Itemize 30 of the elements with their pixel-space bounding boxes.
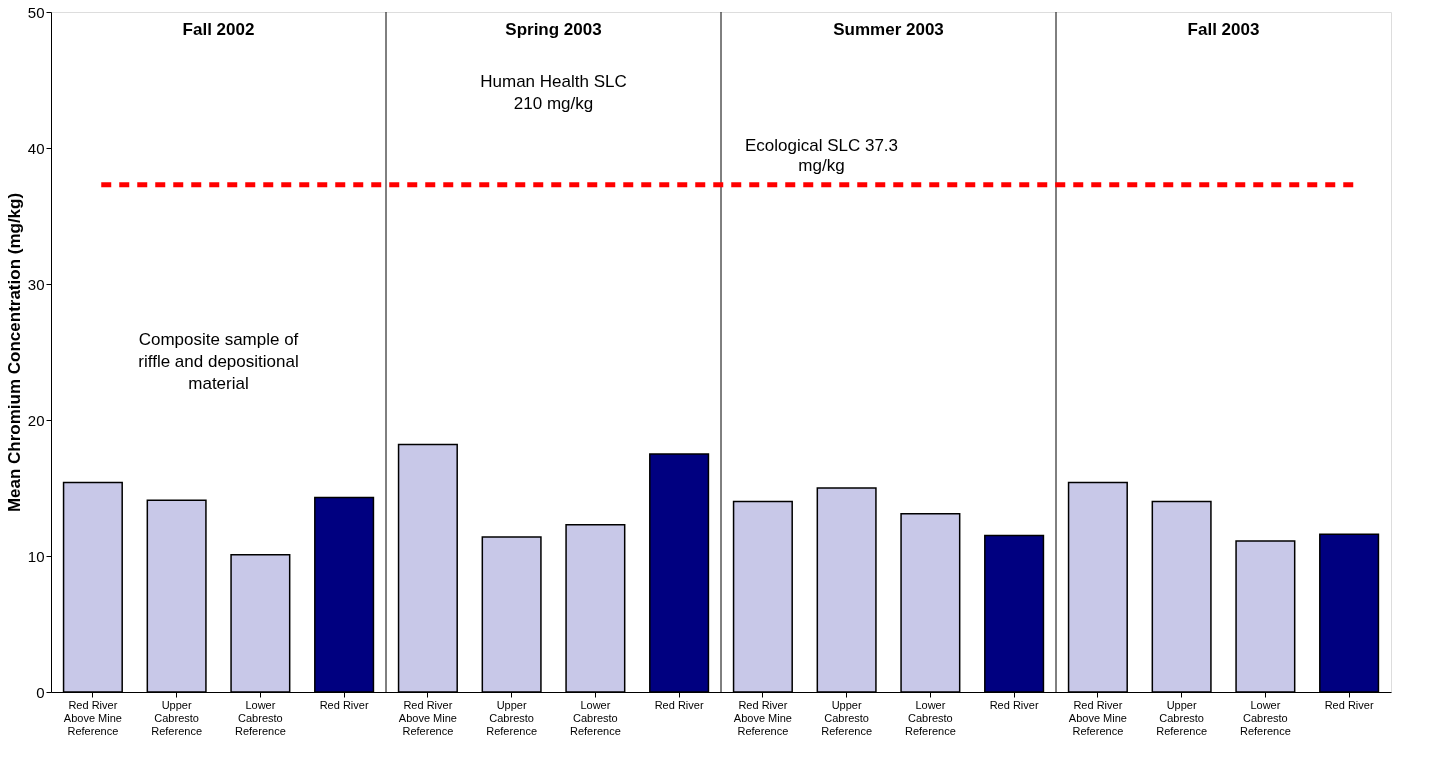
x-tick-label: Red River xyxy=(989,698,1039,711)
x-tick-label: Lower Cabresto Reference xyxy=(234,698,286,737)
x-tick-label: Red River xyxy=(319,698,369,711)
y-tick-label: 50 xyxy=(27,3,45,21)
x-tick-label: Upper Cabresto Reference xyxy=(1156,698,1208,737)
x-tick-label: Red River Above Mine Reference xyxy=(398,698,457,737)
annotation: Fall 2002 xyxy=(182,20,255,39)
x-tick-label: Upper Cabresto Reference xyxy=(486,698,538,737)
x-tick-label: Red River Above Mine Reference xyxy=(1068,698,1127,737)
annotation: Human Health SLC 210 mg/kg xyxy=(480,72,627,113)
x-tick-label: Upper Cabresto Reference xyxy=(151,698,203,737)
x-tick-label: Red River Above Mine Reference xyxy=(733,698,792,737)
y-tick-label: 0 xyxy=(36,683,45,701)
y-tick-label: 10 xyxy=(27,547,45,565)
y-tick-label: 40 xyxy=(27,139,45,157)
x-tick-label: Lower Cabresto Reference xyxy=(1239,698,1291,737)
annotation: Spring 2003 xyxy=(505,20,602,39)
x-tick-label: Upper Cabresto Reference xyxy=(821,698,873,737)
x-tick-label: Red River xyxy=(654,698,704,711)
x-tick-label: Lower Cabresto Reference xyxy=(569,698,621,737)
x-tick-label: Red River Above Mine Reference xyxy=(63,698,122,737)
y-tick-label: 20 xyxy=(27,411,45,429)
ref-line-label: Ecological SLC 37.3 mg/kg xyxy=(744,135,899,175)
y-tick-label: 30 xyxy=(27,275,45,293)
annotation: Composite sample of riffle and depositional material xyxy=(138,330,299,393)
x-tick-label: Lower Cabresto Reference xyxy=(904,698,956,737)
x-tick-label: Red River xyxy=(1324,698,1374,711)
annotation: Summer 2003 xyxy=(833,20,944,39)
annotation: Fall 2003 xyxy=(1187,20,1260,39)
y-axis-title: Mean Chromium Concentration (mg/kg) xyxy=(4,192,24,513)
